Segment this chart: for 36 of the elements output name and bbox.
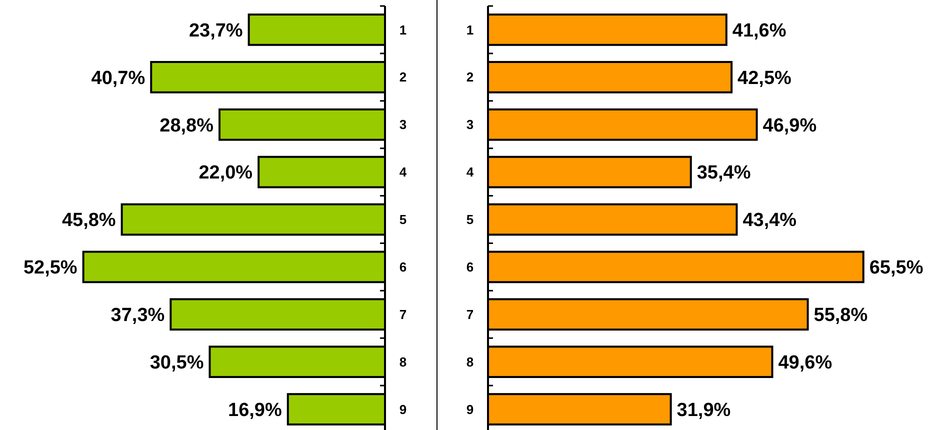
data-label: 45,8% (62, 210, 116, 232)
data-label: 41,6% (732, 20, 786, 42)
data-label: 42,5% (738, 68, 792, 89)
y-tick-label: 2 (399, 70, 407, 85)
y-tick-label: 6 (399, 259, 407, 274)
data-label: 52,5% (23, 258, 78, 279)
data-label: 31,9% (676, 400, 731, 421)
data-label: 55,8% (814, 305, 868, 326)
y-tick-label: 1 (399, 22, 407, 38)
y-tick-label: 8 (466, 354, 474, 370)
data-label: 40,7% (91, 68, 146, 89)
y-tick-label: 5 (399, 212, 407, 228)
data-label: 43,4% (742, 210, 797, 232)
data-label: 30,5% (150, 352, 204, 374)
y-tick-label: 7 (466, 306, 474, 322)
data-label: 23,7% (188, 20, 243, 42)
y-tick-label: 3 (466, 117, 474, 132)
data-label: 46,9% (762, 115, 817, 136)
y-tick-label: 7 (399, 306, 407, 322)
y-tick-label: 8 (399, 354, 407, 370)
data-label: 28,8% (160, 115, 214, 136)
y-tick-label: 9 (466, 402, 474, 417)
data-label: 49,6% (778, 352, 832, 374)
y-tick-label: 9 (399, 402, 407, 417)
y-tick-label: 6 (466, 259, 474, 274)
data-label: 37,3% (110, 305, 165, 326)
data-label: 65,5% (869, 258, 924, 279)
data-label: 22,0% (198, 162, 253, 184)
y-tick-label: 4 (399, 164, 408, 180)
y-tick-label: 3 (399, 117, 407, 132)
y-tick-label: 5 (466, 212, 474, 228)
y-tick-label: 4 (466, 164, 474, 180)
y-tick-label: 1 (466, 22, 474, 38)
data-label: 16,9% (228, 400, 282, 421)
y-tick-label: 2 (466, 70, 474, 85)
data-label: 35,4% (696, 162, 751, 184)
